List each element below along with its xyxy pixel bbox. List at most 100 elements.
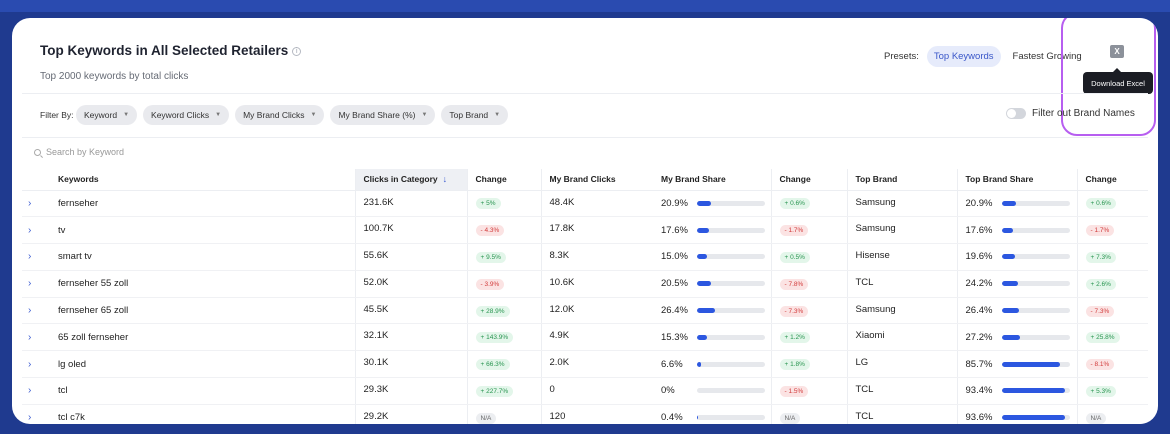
change-badge: + 28.9% bbox=[475, 305, 510, 317]
keyword-cell: fernseher 65 zoll bbox=[50, 297, 355, 325]
top-share-bar bbox=[1001, 254, 1070, 260]
share-change-cell: N/A bbox=[770, 404, 847, 424]
top-share-value: 27.2% bbox=[965, 331, 993, 343]
top-brand-share-cell: 93.6% bbox=[956, 404, 1077, 424]
change-badge: + 9.5% bbox=[475, 251, 506, 263]
table-row[interactable]: › fernseher 65 zoll 45.5K + 28.9% 12.0K 26.4%… bbox=[22, 297, 1148, 325]
top-brand-share-cell: 85.7% bbox=[956, 350, 1077, 379]
top-brand-share-cell: 24.2% bbox=[956, 270, 1077, 298]
top-brand-share-cell: 17.6% bbox=[956, 216, 1077, 245]
top-share-fill bbox=[1001, 227, 1014, 233]
preset-fastest-growing[interactable]: Fastest Growing bbox=[1012, 51, 1082, 62]
expand-chevron-icon[interactable]: › bbox=[22, 243, 50, 271]
page-subtitle: Top 2000 keywords by total clicks bbox=[40, 71, 189, 82]
clicks-cell: 30.1K bbox=[354, 350, 467, 379]
table-row[interactable]: › fernseher 55 zoll 52.0K - 3.9% 10.6K 20.5% -… bbox=[22, 270, 1148, 298]
column-header-top-change[interactable]: Change bbox=[1076, 169, 1148, 191]
keyword-cell: 65 zoll fernseher bbox=[50, 323, 355, 352]
top-share-bar bbox=[1001, 361, 1070, 367]
brand-share-cell: 6.6% bbox=[653, 350, 771, 379]
top-brand-share-cell: 93.4% bbox=[956, 377, 1077, 405]
table-row[interactable]: › fernseher 231.6K + 5% 48.4K 20.9% + 0.6% Sams… bbox=[22, 190, 1148, 218]
share-change-cell: - 7.8% bbox=[770, 270, 847, 298]
preset-top-keywords[interactable]: Top Keywords bbox=[926, 46, 1001, 67]
expand-chevron-icon[interactable]: › bbox=[22, 323, 50, 352]
clicks-cell: 55.6K bbox=[354, 243, 467, 271]
clicks-cell: 52.0K bbox=[354, 270, 467, 298]
expand-chevron-icon[interactable]: › bbox=[22, 404, 50, 424]
filter-chip-my-brand-share[interactable]: My Brand Share (%) ▼ bbox=[330, 105, 436, 125]
keyword-cell: tv bbox=[50, 216, 355, 245]
top-share-fill bbox=[1001, 361, 1060, 367]
brand-share-fill bbox=[697, 361, 702, 367]
brand-share-fill bbox=[697, 334, 708, 340]
brand-filter-toggle-wrap: Filter out Brand Names bbox=[1006, 108, 1135, 119]
change-cell: + 5% bbox=[466, 190, 541, 218]
change-cell: + 227.7% bbox=[466, 377, 541, 405]
chevron-down-icon: ▼ bbox=[494, 112, 501, 118]
keywords-card: Top Keywords in All Selected Retailers i … bbox=[12, 18, 1158, 424]
column-header-my-brand-share[interactable]: My Brand Share bbox=[653, 169, 771, 191]
top-change-badge: - 7.3% bbox=[1085, 305, 1115, 317]
change-cell: + 9.5% bbox=[466, 243, 541, 271]
column-header-change[interactable]: Change bbox=[466, 169, 541, 191]
column-header-my-brand-clicks[interactable]: My Brand Clicks bbox=[540, 169, 653, 191]
column-header-top-brand-share[interactable]: Top Brand Share bbox=[956, 169, 1077, 191]
expand-chevron-icon[interactable]: › bbox=[22, 190, 50, 218]
brand-share-cell: 0.4% bbox=[653, 404, 771, 424]
keyword-cell: fernseher bbox=[50, 190, 355, 218]
table-row[interactable]: › lg oled 30.1K + 66.3% 2.0K 6.6% + 1.8% LG 85.7… bbox=[22, 350, 1148, 379]
share-change-cell: + 1.2% bbox=[770, 323, 847, 352]
change-badge: N/A bbox=[475, 412, 497, 424]
search-input[interactable] bbox=[46, 147, 246, 157]
brand-clicks-cell: 17.8K bbox=[540, 216, 653, 245]
download-excel-button[interactable]: X bbox=[1102, 38, 1132, 64]
clicks-cell: 32.1K bbox=[354, 323, 467, 352]
keyword-cell: fernseher 55 zoll bbox=[50, 270, 355, 298]
column-header-clicks-in-category[interactable]: Clicks in Category ↓ bbox=[354, 169, 467, 191]
column-header-share-change[interactable]: Change bbox=[770, 169, 847, 191]
search-icon bbox=[34, 148, 41, 156]
table-row[interactable]: › tcl c7k 29.2K N/A 120 0.4% N/A TCL 93.6% N/A bbox=[22, 404, 1148, 424]
brand-share-fill bbox=[697, 308, 715, 314]
info-icon[interactable]: i bbox=[292, 46, 302, 56]
change-cell: + 143.9% bbox=[466, 323, 541, 352]
sort-arrow-down-icon: ↓ bbox=[442, 174, 448, 185]
expand-chevron-icon[interactable]: › bbox=[22, 377, 50, 405]
top-change-cell: - 8.1% bbox=[1076, 350, 1148, 379]
filter-chip-top-brand[interactable]: Top Brand ▼ bbox=[441, 105, 509, 125]
chip-label: Keyword Clicks bbox=[151, 110, 210, 120]
change-badge: + 5% bbox=[475, 198, 501, 210]
share-change-badge: + 0.6% bbox=[779, 198, 810, 210]
top-change-badge: + 5.3% bbox=[1085, 385, 1116, 397]
brand-clicks-cell: 48.4K bbox=[540, 190, 653, 218]
change-badge: + 143.9% bbox=[475, 332, 514, 344]
share-change-badge: - 7.8% bbox=[779, 278, 809, 290]
brand-clicks-cell: 120 bbox=[540, 404, 653, 424]
top-share-bar bbox=[1001, 281, 1070, 287]
top-change-cell: + 0.6% bbox=[1076, 190, 1148, 218]
table-row[interactable]: › smart tv 55.6K + 9.5% 8.3K 15.0% + 0.5% Hisen… bbox=[22, 243, 1148, 271]
expand-chevron-icon[interactable]: › bbox=[22, 297, 50, 325]
top-brand-cell: TCL bbox=[846, 377, 957, 405]
keyword-cell: smart tv bbox=[50, 243, 355, 271]
table-row[interactable]: › 65 zoll fernseher 32.1K + 143.9% 4.9K 15.3%… bbox=[22, 323, 1148, 352]
filter-chip-my-brand-clicks[interactable]: My Brand Clicks ▼ bbox=[235, 105, 325, 125]
brand-share-bar bbox=[697, 308, 765, 314]
filter-label: Filter By: bbox=[40, 110, 74, 120]
filter-chip-keyword-clicks[interactable]: Keyword Clicks ▼ bbox=[143, 105, 230, 125]
share-change-badge: + 1.2% bbox=[779, 332, 810, 344]
top-brand-cell: Hisense bbox=[846, 243, 957, 271]
expand-chevron-icon[interactable]: › bbox=[22, 216, 50, 245]
table-row[interactable]: › tcl 29.3K + 227.7% 0 0% - 1.5% TCL 93.4% + 5.3% bbox=[22, 377, 1148, 405]
brand-filter-toggle[interactable] bbox=[1006, 108, 1026, 119]
expand-chevron-icon[interactable]: › bbox=[22, 350, 50, 379]
table-row[interactable]: › tv 100.7K - 4.3% 17.8K 17.6% - 1.7% Samsung 17… bbox=[22, 216, 1148, 245]
share-change-badge: - 1.5% bbox=[779, 385, 809, 397]
column-header-top-brand[interactable]: Top Brand bbox=[846, 169, 957, 191]
top-share-fill bbox=[1001, 388, 1065, 394]
expand-chevron-icon[interactable]: › bbox=[22, 270, 50, 298]
column-header-keywords[interactable]: Keywords bbox=[50, 169, 355, 191]
top-share-value: 26.4% bbox=[965, 305, 993, 317]
filter-chip-keyword[interactable]: Keyword ▼ bbox=[76, 105, 138, 125]
